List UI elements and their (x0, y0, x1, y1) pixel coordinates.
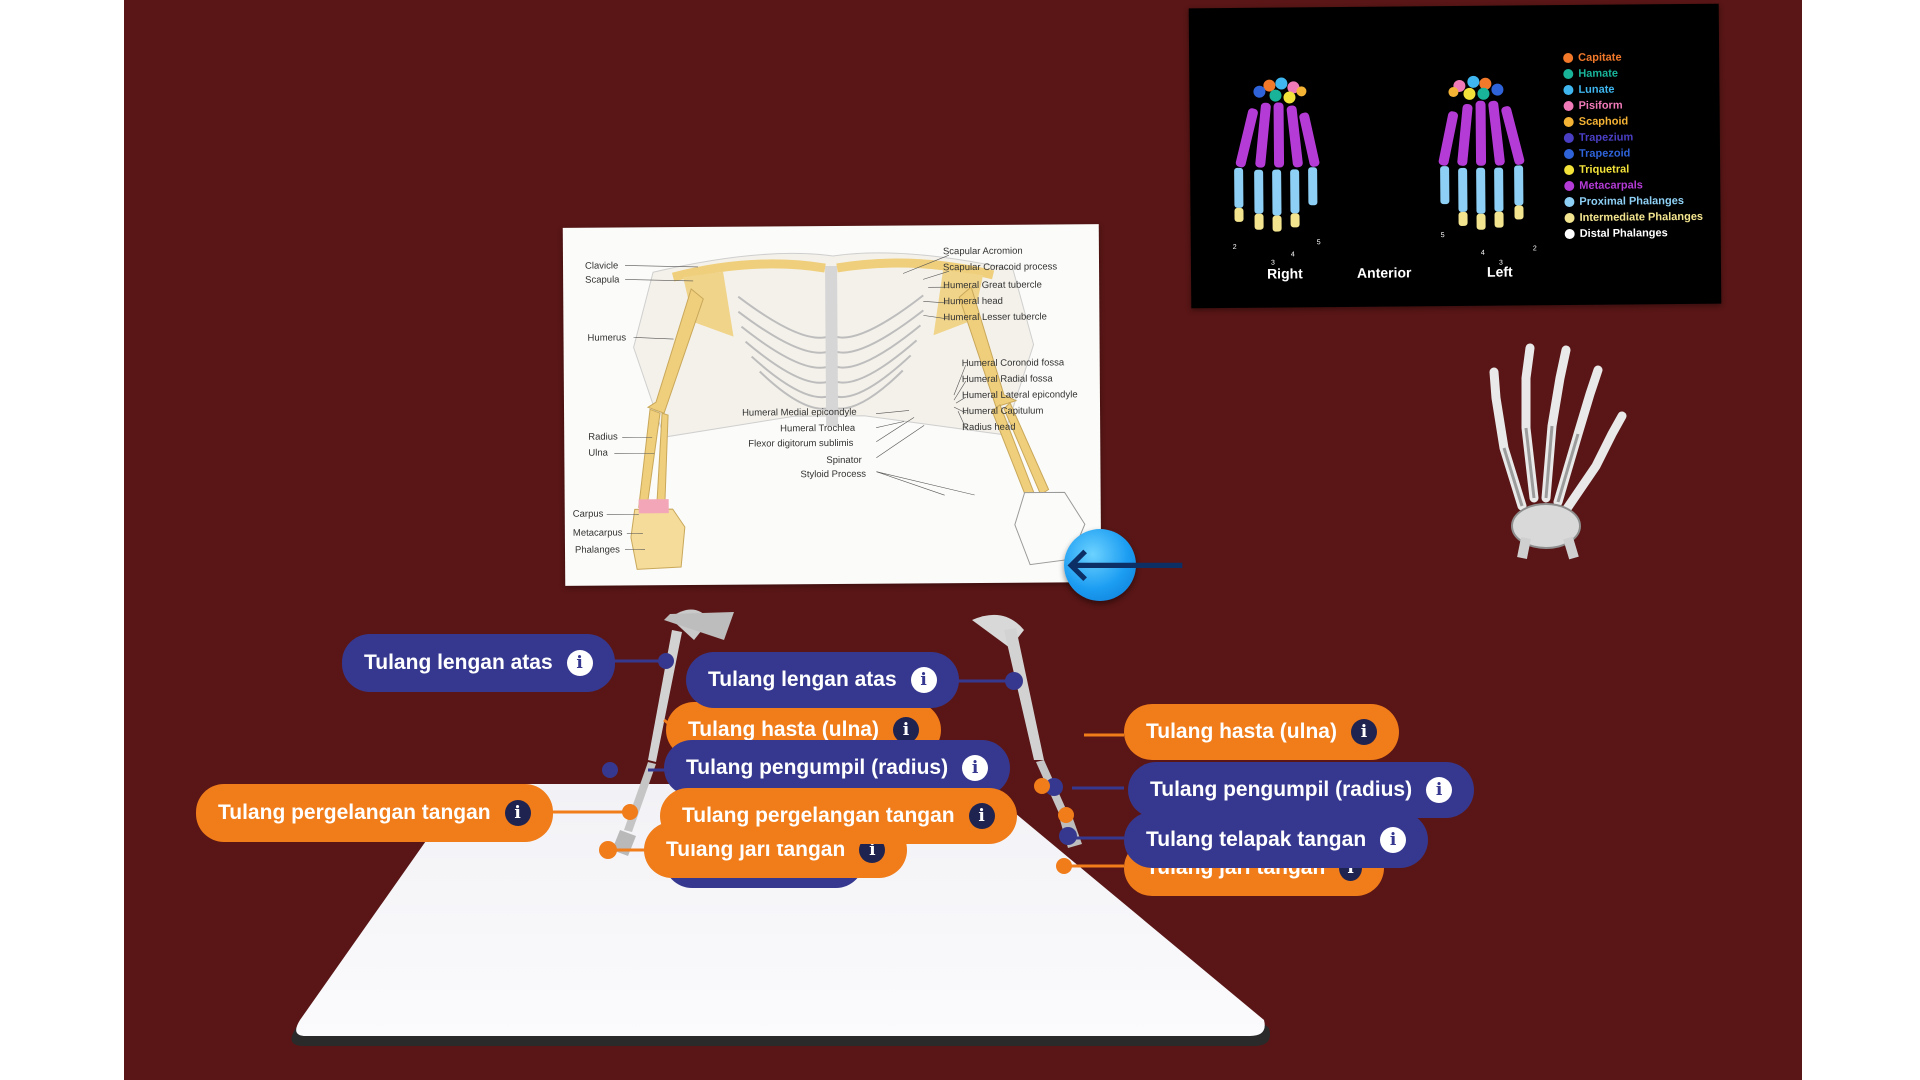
hand-bones-legend: Capitate Hamate Lunate Pisiform Scaphoid Trap… (1563, 49, 1703, 242)
arrow-left-icon: 🡐 (1064, 529, 1136, 601)
legend-dot-icon (1564, 181, 1574, 191)
info-icon[interactable]: i (969, 803, 995, 829)
label-humerus: Humerus (587, 333, 626, 343)
legend-item: Trapezium (1564, 129, 1703, 146)
legend-dot-icon (1563, 53, 1573, 63)
label-radius-head: Radius head (962, 423, 1015, 433)
label-scapular-coracoid: Scapular Coracoid process (943, 262, 1057, 272)
legend-label: Trapezium (1579, 131, 1634, 143)
left-hand-num-2: 2 (1533, 245, 1537, 252)
legend-item: Proximal Phalanges (1564, 193, 1703, 210)
ar-scene: Clavicle Scapula Humerus Radius Ulna Car… (124, 0, 1802, 1080)
tag-left-humerus[interactable]: Tulang lengan atas i (342, 634, 615, 692)
label-humeral-trochlea: Humeral Trochlea (780, 424, 855, 434)
right-hand-num-2: 2 (1233, 244, 1237, 251)
legend-label: Intermediate Phalanges (1579, 211, 1703, 224)
tag-right-metacarpus[interactable]: Tulang telapak tangan i (1124, 812, 1428, 868)
legend-item: Distal Phalanges (1565, 225, 1704, 242)
label-metacarpus: Metacarpus (573, 528, 623, 538)
legend-label: Trapezoid (1579, 147, 1630, 159)
legend-label: Hamate (1578, 68, 1618, 80)
left-margin (0, 0, 124, 1080)
label-humeral-head: Humeral head (943, 297, 1003, 307)
info-icon[interactable]: i (505, 800, 531, 826)
legend-item: Intermediate Phalanges (1564, 209, 1703, 226)
legend-label: Pisiform (1579, 100, 1623, 112)
label-phalanges: Phalanges (575, 545, 620, 555)
legend-item: Metacarpals (1564, 177, 1703, 194)
info-icon[interactable]: i (1426, 777, 1452, 803)
legend-item: Scaphoid (1564, 113, 1703, 130)
label-carpus: Carpus (573, 510, 604, 520)
label-flexor-digitorum: Flexor digitorum sublimis (748, 439, 853, 449)
legend-dot-icon (1563, 85, 1573, 95)
left-hand-num-4: 4 (1481, 250, 1485, 257)
legend-item: Pisiform (1563, 97, 1702, 114)
legend-dot-icon (1564, 133, 1574, 143)
legend-dot-icon (1563, 69, 1573, 79)
hand-skeleton-model (1464, 338, 1634, 560)
legend-label: Scaphoid (1579, 115, 1629, 127)
tag-left-carpus[interactable]: Tulang pergelangan tangan i (196, 784, 553, 842)
legend-dot-icon (1564, 149, 1574, 159)
label-ulna: Ulna (588, 449, 608, 459)
label-humeral-lateral-epicondyle: Humeral Lateral epicondyle (962, 390, 1078, 400)
label-humeral-capitulum: Humeral Capitulum (962, 407, 1043, 417)
right-hand-num-4: 4 (1291, 251, 1295, 258)
legend-item: Triquetral (1564, 161, 1703, 178)
info-icon[interactable]: i (1380, 827, 1406, 853)
label-styloid-process: Styloid Process (800, 470, 866, 480)
info-icon[interactable]: i (567, 650, 593, 676)
tag-right-ulna[interactable]: Tulang hasta (ulna) i (1124, 704, 1399, 760)
label-humeral-lesser-tubercle: Humeral Lesser tubercle (943, 312, 1047, 322)
legend-dot-icon (1565, 229, 1575, 239)
caption-left: Left (1487, 264, 1513, 280)
label-clavicle: Clavicle (585, 261, 618, 271)
arm-anatomy-poster: Clavicle Scapula Humerus Radius Ulna Car… (563, 224, 1101, 586)
legend-label: Metacarpals (1579, 179, 1643, 192)
legend-dot-icon (1564, 197, 1574, 207)
legend-label: Distal Phalanges (1580, 227, 1668, 240)
caption-right: Right (1267, 265, 1303, 281)
legend-dot-icon (1564, 165, 1574, 175)
legend-dot-icon (1564, 101, 1574, 111)
left-hand-num-5: 5 (1441, 232, 1445, 239)
info-icon[interactable]: i (962, 755, 988, 781)
label-scapular-acromion: Scapular Acromion (943, 247, 1023, 257)
legend-item: Lunate (1563, 81, 1702, 98)
legend-dot-icon (1564, 117, 1574, 127)
info-icon[interactable]: i (1351, 719, 1377, 745)
tag-right-radius[interactable]: Tulang pengumpil (radius) i (1128, 762, 1474, 818)
tag-mid-humerus[interactable]: Tulang lengan atas i (686, 652, 959, 708)
label-humeral-medial-epicondyle: Humeral Medial epicondyle (742, 408, 857, 418)
right-hand-num-5: 5 (1317, 239, 1321, 246)
tag-mid-carpus[interactable]: Tulang pergelangan tangan i (660, 788, 1017, 844)
back-button[interactable]: 🡐 (1064, 529, 1136, 601)
legend-dot-icon (1565, 213, 1575, 223)
label-humeral-radial-fossa: Humeral Radial fossa (962, 374, 1053, 384)
legend-item: Trapezoid (1564, 145, 1703, 162)
label-radius: Radius (588, 432, 618, 442)
legend-label: Lunate (1578, 84, 1614, 96)
legend-label: Capitate (1578, 52, 1622, 64)
legend-item: Hamate (1563, 65, 1702, 82)
legend-label: Triquetral (1579, 163, 1629, 175)
label-scapula: Scapula (585, 275, 619, 285)
label-spinator: Spinator (826, 456, 861, 466)
caption-anterior: Anterior (1357, 264, 1412, 280)
label-humeral-great-tubercle: Humeral Great tubercle (943, 281, 1042, 291)
legend-label: Proximal Phalanges (1579, 195, 1684, 208)
label-humeral-coronoid-fossa: Humeral Coronoid fossa (962, 358, 1065, 368)
legend-item: Capitate (1563, 49, 1702, 66)
info-icon[interactable]: i (911, 667, 937, 693)
hand-bones-chart: 2 3 4 5 5 4 3 2 Right Anterior Left Capi… (1189, 4, 1722, 309)
right-margin (1802, 0, 1920, 1080)
